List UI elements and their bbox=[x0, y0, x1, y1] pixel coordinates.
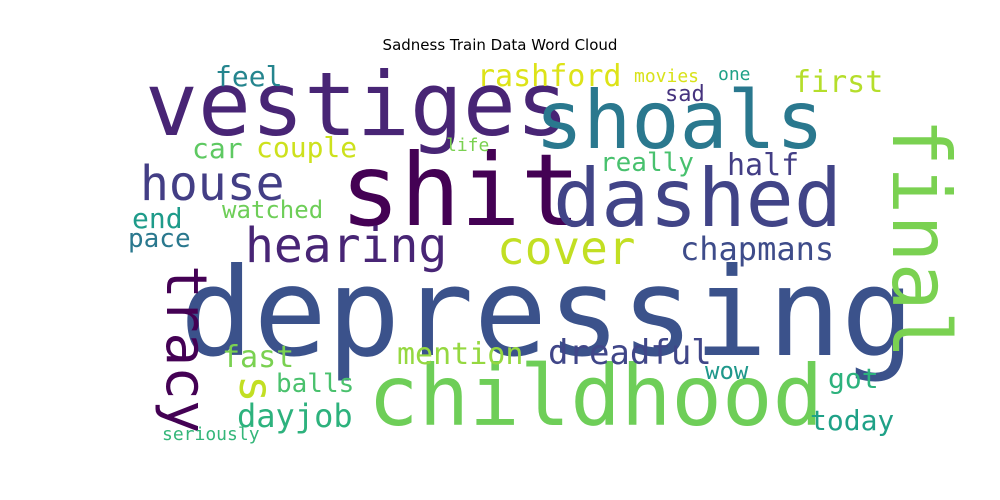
word-mention: mention bbox=[397, 337, 523, 372]
word-movies: movies bbox=[634, 66, 699, 87]
word-fast: fast bbox=[222, 340, 294, 375]
word-watched: watched bbox=[222, 196, 323, 224]
word-balls: balls bbox=[276, 369, 354, 399]
word-today: today bbox=[810, 404, 894, 437]
word-s: s bbox=[229, 375, 283, 403]
word-hearing: hearing bbox=[245, 218, 447, 274]
word-chapmans: chapmans bbox=[680, 230, 834, 268]
word-half: half bbox=[727, 148, 799, 183]
word-one: one bbox=[718, 64, 751, 85]
word-seriously: seriously bbox=[162, 424, 260, 445]
word-couple: couple bbox=[256, 131, 357, 164]
word-dayjob: dayjob bbox=[237, 397, 353, 435]
word-final: final bbox=[874, 118, 967, 359]
word-feel: feel bbox=[215, 60, 282, 93]
word-cover: cover bbox=[497, 221, 635, 275]
word-depressing: depressing bbox=[180, 242, 915, 384]
word-car: car bbox=[192, 132, 243, 165]
word-first: first bbox=[793, 65, 883, 100]
chart-title: Sadness Train Data Word Cloud bbox=[382, 36, 618, 54]
word-rashford: rashford bbox=[477, 59, 622, 94]
word-dashed: dashed bbox=[553, 152, 842, 245]
word-pace: pace bbox=[128, 224, 191, 254]
word-shit: shit bbox=[340, 132, 581, 249]
word-got: got bbox=[828, 362, 879, 395]
word-shoals: shoals bbox=[535, 74, 824, 167]
word-really: really bbox=[600, 148, 694, 178]
word-tracy: tracy bbox=[153, 265, 218, 434]
word-sad: sad bbox=[665, 82, 705, 107]
word-childhood: childhood bbox=[368, 347, 823, 445]
word-life: life bbox=[446, 135, 489, 156]
word-vestiges: vestiges bbox=[145, 53, 569, 156]
word-wow: wow bbox=[705, 357, 749, 385]
word-end: end bbox=[132, 202, 183, 235]
word-dreadful: dreadful bbox=[548, 333, 712, 373]
word-house: house bbox=[140, 156, 285, 212]
